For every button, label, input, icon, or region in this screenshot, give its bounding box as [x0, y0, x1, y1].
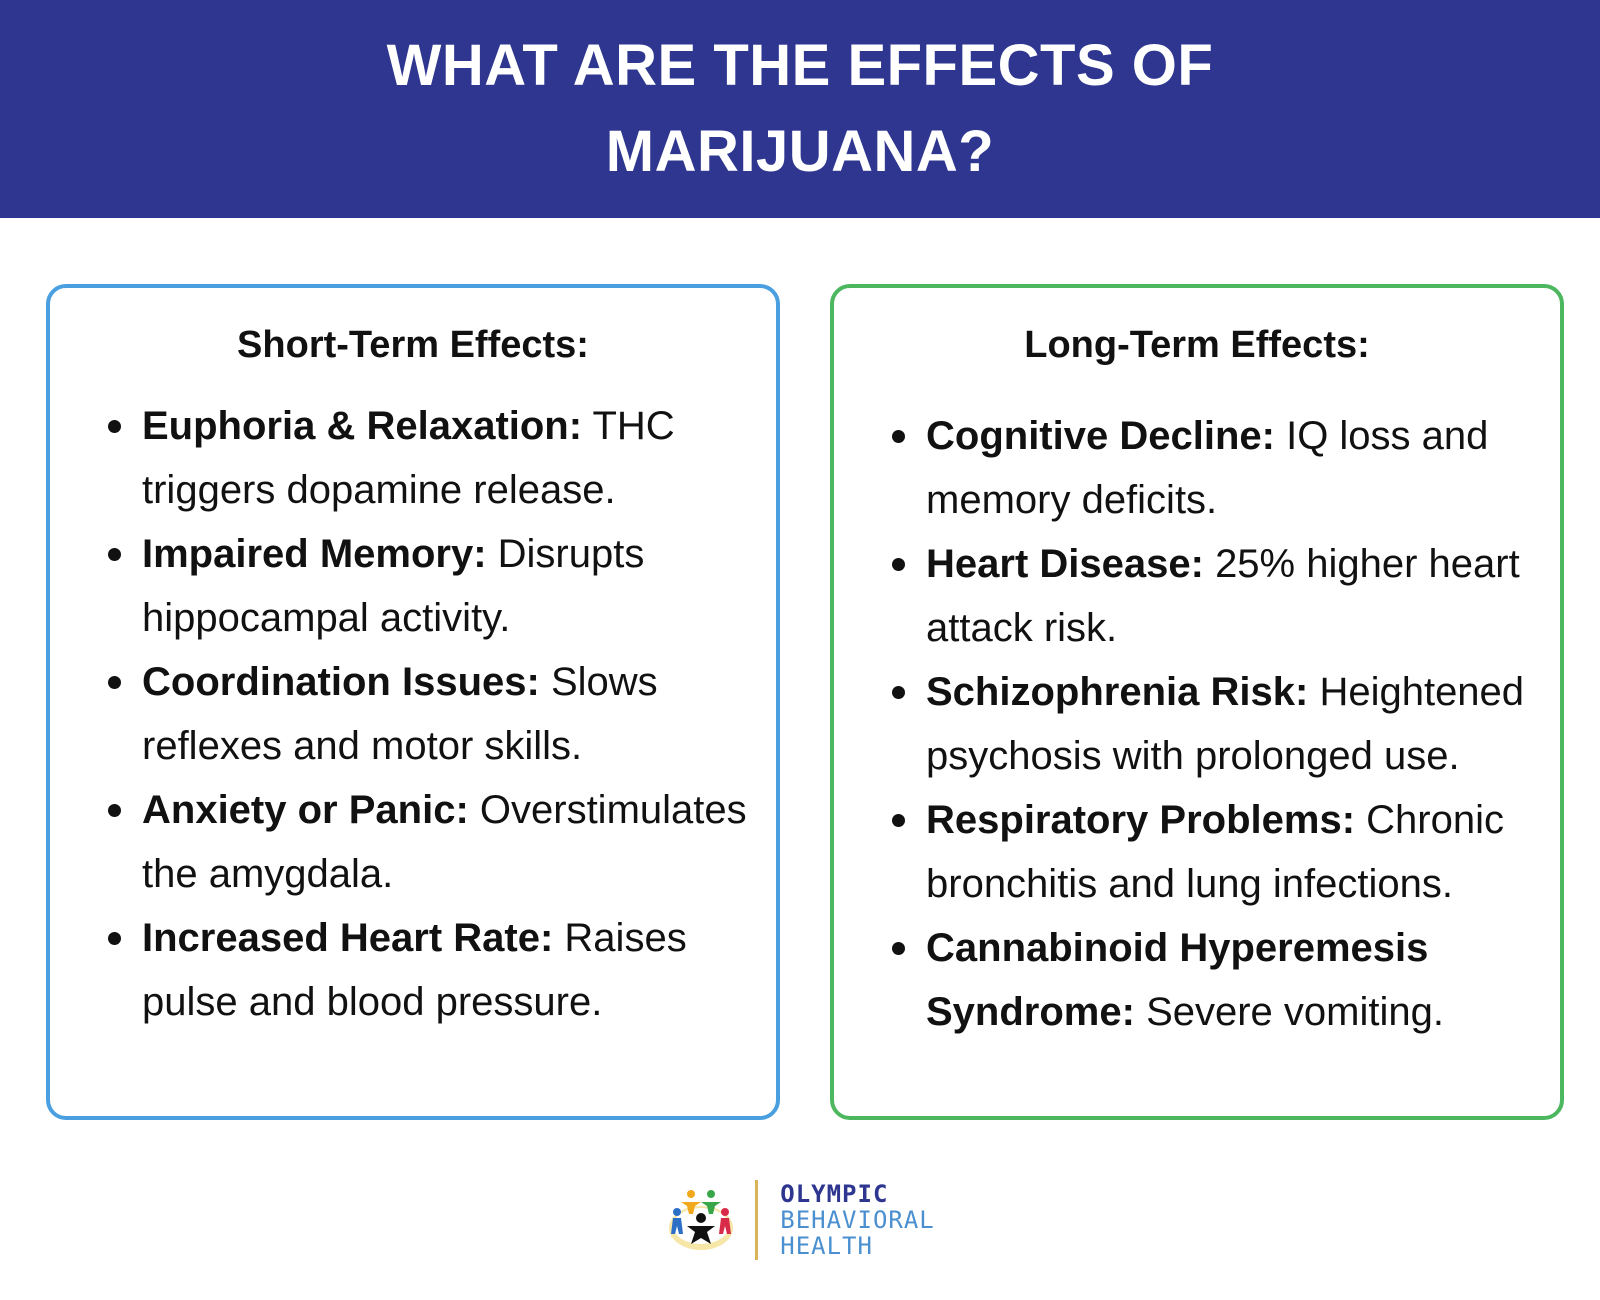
bullet-icon: [892, 814, 905, 827]
effect-term: Euphoria & Relaxation:: [142, 404, 583, 448]
effect-term: Cognitive Decline:: [926, 414, 1275, 458]
long-term-title: Long-Term Effects:: [1024, 324, 1370, 366]
effect-description: 25% higher heart attack risk.: [926, 542, 1520, 650]
list-item: Euphoria & Relaxation: THC triggers dopa…: [102, 394, 766, 522]
footer-logo: OLYMPIC BEHAVIORAL HEALTH: [0, 1180, 1600, 1260]
effect-description: Overstimulates the amygdala.: [142, 788, 747, 896]
list-item: Impaired Memory: Disrupts hippocampal ac…: [102, 522, 766, 650]
long-term-effects-card: Long-Term Effects: Cognitive Decline: IQ…: [830, 284, 1564, 1120]
long-term-list: Cognitive Decline: IQ loss and memory de…: [886, 404, 1550, 1044]
effect-term: Cannabinoid Hyperemesis Syndrome:: [926, 926, 1429, 1034]
bullet-icon: [892, 430, 905, 443]
effect-description: Raises pulse and blood pressure.: [142, 916, 687, 1024]
list-item: Respiratory Problems: Chronic bronchitis…: [886, 788, 1550, 916]
effect-term: Anxiety or Panic:: [142, 788, 469, 832]
list-item: Cannabinoid Hyperemesis Syndrome: Severe…: [886, 916, 1550, 1044]
bullet-icon: [108, 932, 121, 945]
brand-line-1: OLYMPIC: [780, 1180, 889, 1208]
effect-term: Heart Disease:: [926, 542, 1204, 586]
effect-term: Coordination Issues:: [142, 660, 540, 704]
effect-description: Severe vomiting.: [1146, 990, 1444, 1034]
brand-name: OLYMPIC BEHAVIORAL HEALTH: [780, 1181, 935, 1259]
effect-term: Increased Heart Rate:: [142, 916, 554, 960]
page-title-line-1: WHAT ARE THE EFFECTS OF: [386, 33, 1214, 98]
list-item: Cognitive Decline: IQ loss and memory de…: [886, 404, 1550, 532]
logo-divider: [755, 1180, 759, 1260]
bullet-icon: [108, 804, 121, 817]
brand-line-3: HEALTH: [780, 1232, 873, 1260]
effect-description: Heightened psychosis with prolonged use.: [926, 670, 1525, 778]
effect-description: IQ loss and memory deficits.: [926, 414, 1489, 522]
short-term-list: Euphoria & Relaxation: THC triggers dopa…: [102, 394, 766, 1034]
bullet-icon: [108, 548, 121, 561]
list-item: Increased Heart Rate: Raises pulse and b…: [102, 906, 766, 1034]
bullet-icon: [108, 676, 121, 689]
brand-line-2: BEHAVIORAL: [780, 1206, 935, 1234]
bullet-icon: [892, 942, 905, 955]
list-item: Anxiety or Panic: Overstimulates the amy…: [102, 778, 766, 906]
effect-description: THC triggers dopamine release.: [142, 404, 675, 512]
list-item: Coordination Issues: Slows reflexes and …: [102, 650, 766, 778]
bullet-icon: [892, 686, 905, 699]
list-item: Schizophrenia Risk: Heightened psychosis…: [886, 660, 1550, 788]
effect-term: Respiratory Problems:: [926, 798, 1356, 842]
effect-term: Impaired Memory:: [142, 532, 487, 576]
header-banner: WHAT ARE THE EFFECTS OF MARIJUANA?: [0, 0, 1600, 218]
list-item: Heart Disease: 25% higher heart attack r…: [886, 532, 1550, 660]
page-title-line-2: MARIJUANA?: [605, 119, 995, 184]
short-term-effects-card: Short-Term Effects: Euphoria & Relaxatio…: [46, 284, 780, 1120]
bullet-icon: [108, 420, 121, 433]
effect-description: Disrupts hippocampal activity.: [142, 532, 645, 640]
effect-term: Schizophrenia Risk:: [926, 670, 1309, 714]
bullet-icon: [892, 558, 905, 571]
effect-description: Slows reflexes and motor skills.: [142, 660, 658, 768]
people-circle-logo-icon: [669, 1190, 734, 1250]
effect-description: Chronic bronchitis and lung infections.: [926, 798, 1504, 906]
short-term-title: Short-Term Effects:: [237, 324, 589, 366]
